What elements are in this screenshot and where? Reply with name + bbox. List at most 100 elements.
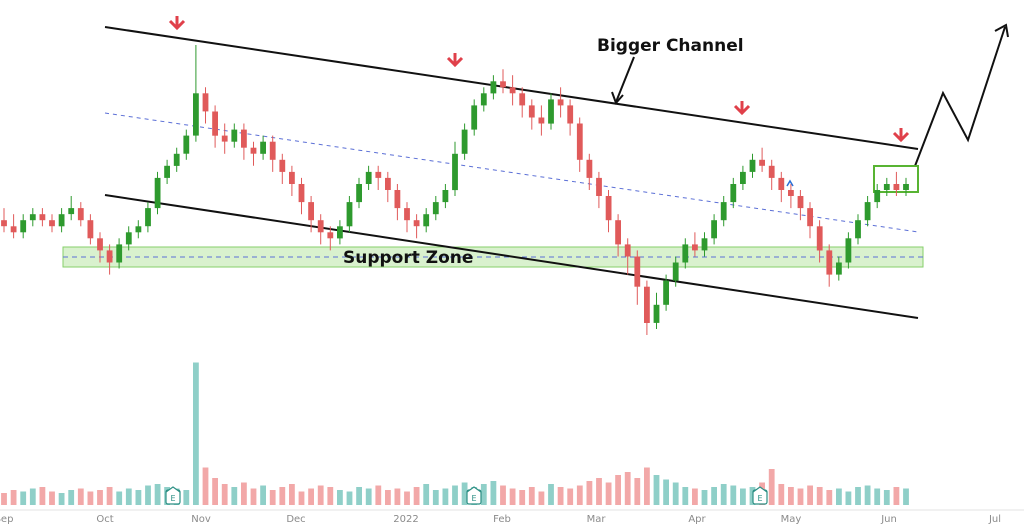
volume-bar: [394, 488, 401, 505]
volume-bar: [740, 488, 746, 505]
candle-body: [672, 262, 679, 281]
x-tick-label: Dec: [286, 514, 305, 525]
candle: [365, 165, 372, 190]
volume-bar: [634, 478, 641, 505]
candle: [87, 214, 94, 245]
candle: [864, 196, 871, 227]
candle-body: [279, 159, 286, 172]
candle-body: [260, 141, 266, 154]
candle-body: [183, 135, 190, 154]
candle-body: [452, 153, 458, 191]
volume-bar: [20, 491, 27, 505]
candle: [250, 141, 257, 166]
candle-body: [317, 220, 324, 233]
candle: [711, 214, 717, 245]
candle-body: [720, 202, 727, 221]
candle: [356, 177, 362, 209]
candle-body: [394, 190, 401, 209]
volume-bar: [279, 487, 286, 505]
candle-body: [250, 147, 257, 154]
earnings-icon: E: [466, 486, 482, 505]
candle-body: [106, 250, 113, 263]
peak-arrow-icon: [733, 101, 751, 116]
candle: [173, 147, 180, 172]
candle: [346, 196, 353, 233]
candle-body: [231, 129, 238, 142]
candle: [692, 232, 698, 257]
x-tick-label: Mar: [587, 514, 607, 525]
candle-body: [298, 184, 305, 203]
volume-bar: [298, 491, 305, 505]
candle-body: [826, 250, 833, 275]
candle-body: [10, 226, 17, 233]
candle-body: [375, 171, 382, 178]
candle: [279, 153, 286, 184]
candle-body: [1, 220, 7, 227]
candle: [116, 238, 123, 269]
candle: [317, 214, 324, 245]
candle: [644, 280, 650, 335]
x-tick-label: Nov: [191, 514, 211, 525]
volume-bar: [682, 487, 689, 505]
candle-body: [586, 159, 593, 178]
volume-bar: [356, 487, 362, 505]
candle-body: [893, 184, 900, 190]
candle-body: [653, 304, 660, 323]
volume-bar: [212, 478, 218, 505]
volume-bar: [260, 485, 266, 505]
candle-body: [692, 244, 698, 251]
candle: [538, 105, 545, 136]
candle-body: [605, 196, 612, 221]
candle: [797, 190, 804, 221]
channel-label: Bigger Channel: [597, 36, 744, 56]
candle: [682, 238, 689, 269]
projection-zigzag: [914, 26, 1006, 167]
candle-body: [442, 190, 449, 203]
candle-body: [154, 177, 161, 209]
candle-body: [874, 190, 881, 203]
candlesticks-layer: [1, 45, 909, 335]
volume-bar: [250, 488, 257, 505]
candle: [125, 226, 132, 251]
candle: [720, 196, 727, 227]
candle: [845, 232, 852, 269]
candle-body: [624, 244, 631, 257]
volume-bar: [836, 488, 842, 505]
candle-body: [768, 165, 775, 178]
candle-body: [413, 220, 420, 227]
candle-body: [327, 232, 334, 239]
candle-body: [337, 226, 343, 239]
candle-body: [346, 202, 353, 227]
candle: [883, 177, 890, 196]
candle-body: [807, 208, 813, 227]
volume-bar: [231, 487, 238, 505]
candle-body: [173, 153, 180, 166]
volume-bar: [874, 488, 881, 505]
volume-bar: [327, 487, 334, 505]
candle-body: [845, 238, 852, 263]
volume-bar: [413, 487, 420, 505]
volume-bar: [49, 491, 55, 505]
candle-body: [480, 93, 487, 106]
candle: [231, 123, 238, 148]
candle: [145, 202, 151, 233]
volume-bar: [692, 488, 698, 505]
candle-body: [663, 280, 669, 305]
peak-arrow-head: [733, 104, 751, 116]
candle: [528, 99, 535, 130]
candle: [480, 87, 487, 112]
candle-body: [903, 184, 909, 190]
volume-bar: [480, 484, 487, 505]
volume-bar: [864, 485, 871, 505]
volume-bar: [826, 490, 833, 505]
volume-bar: [442, 488, 449, 505]
volume-bar: [337, 490, 343, 505]
candle: [77, 202, 84, 227]
volume-bar: [711, 487, 717, 505]
candle-body: [68, 208, 75, 215]
candle: [260, 135, 266, 160]
peak-arrow-icon: [446, 53, 464, 68]
candle: [490, 75, 497, 100]
candle: [749, 153, 756, 178]
